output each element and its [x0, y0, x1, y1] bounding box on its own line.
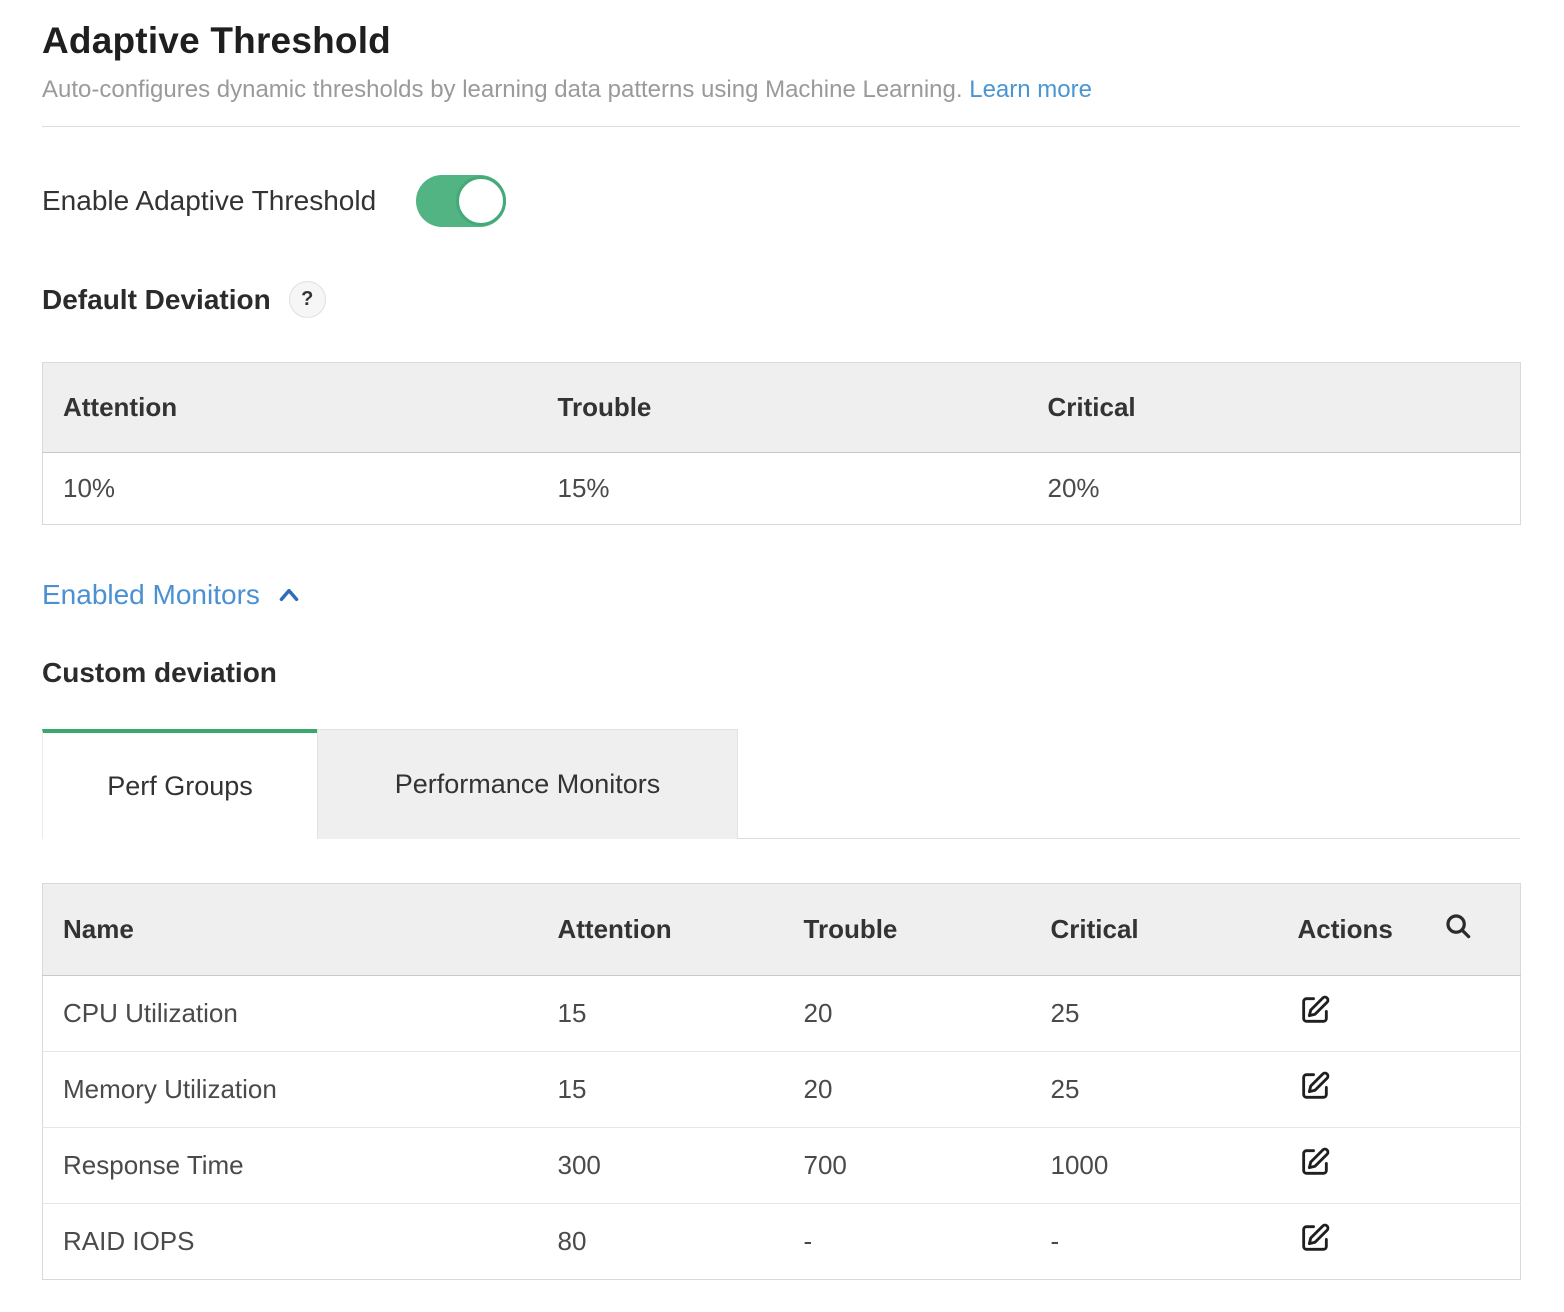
table-row-cpu-utilization: CPU Utilization 15 20 25 — [42, 975, 1521, 1052]
tab-bar: Perf Groups Performance Monitors — [42, 729, 1520, 839]
edit-button[interactable] — [1298, 1145, 1332, 1179]
column-header-attention: Attention — [42, 362, 538, 453]
enabled-monitors-label: Enabled Monitors — [42, 579, 260, 610]
column-header-name: Name — [42, 883, 538, 976]
column-header-attention: Attention — [537, 883, 784, 976]
table-row-response-time: Response Time 300 700 1000 — [42, 1127, 1521, 1204]
default-deviation-header-row: Attention Trouble Critical — [42, 362, 1521, 453]
edit-button[interactable] — [1298, 1221, 1332, 1255]
column-header-critical: Critical — [1030, 883, 1278, 976]
default-deviation-label: Default Deviation — [42, 283, 271, 315]
actions-header-label: Actions — [1297, 914, 1393, 944]
custom-deviation-header-row: Name Attention Trouble Critical Actions — [42, 883, 1521, 976]
critical-value: 1000 — [1030, 1127, 1278, 1204]
subtitle-text: Auto-configures dynamic thresholds by le… — [42, 76, 963, 103]
column-header-actions: Actions — [1277, 883, 1521, 976]
edit-button[interactable] — [1298, 993, 1332, 1027]
tab-perf-groups[interactable]: Perf Groups — [42, 729, 317, 839]
monitor-name: Response Time — [42, 1127, 538, 1204]
edit-icon — [1298, 993, 1332, 1027]
enable-adaptive-threshold-label: Enable Adaptive Threshold — [42, 185, 377, 216]
critical-value: 25 — [1030, 1051, 1278, 1128]
edit-icon — [1298, 1069, 1332, 1103]
trouble-value: 15% — [557, 473, 610, 503]
critical-value: 20% — [1047, 473, 1100, 503]
page-subtitle: Auto-configures dynamic thresholds by le… — [42, 76, 1520, 104]
monitor-name: RAID IOPS — [63, 1226, 195, 1256]
monitor-name: CPU Utilization — [42, 975, 538, 1052]
attention-value: 80 — [557, 1226, 587, 1256]
enable-adaptive-threshold-toggle[interactable] — [416, 175, 507, 227]
monitor-name: Memory Utilization — [42, 1051, 538, 1128]
attention-value: 15 — [537, 1051, 784, 1128]
help-icon[interactable]: ? — [288, 281, 326, 318]
default-deviation-table: Attention Trouble Critical 10% 15% 20% — [42, 362, 1521, 525]
custom-deviation-table: Name Attention Trouble Critical Actions — [42, 883, 1521, 1280]
critical-value: 25 — [1030, 975, 1278, 1052]
edit-button[interactable] — [1298, 1069, 1332, 1103]
chevron-up-icon — [274, 582, 304, 608]
default-deviation-row: Default Deviation ? — [42, 281, 1520, 318]
toggle-knob — [456, 176, 507, 226]
trouble-value: - — [803, 1226, 813, 1256]
attention-value: 15 — [537, 975, 784, 1052]
trouble-value: 20 — [783, 1051, 1031, 1128]
trouble-value: 20 — [783, 975, 1031, 1052]
search-icon[interactable] — [1443, 911, 1473, 948]
enabled-monitors-toggle[interactable]: Enabled Monitors — [42, 579, 304, 611]
page-title: Adaptive Threshold — [42, 20, 391, 61]
attention-value: 10% — [63, 473, 116, 503]
tab-performance-monitors[interactable]: Performance Monitors — [317, 729, 738, 839]
table-row-raid-iops: RAID IOPS 80 - - — [43, 1204, 1521, 1280]
column-header-critical: Critical — [1027, 362, 1521, 453]
custom-deviation-label: Custom deviation — [42, 657, 277, 688]
critical-value: - — [1050, 1226, 1060, 1256]
edit-icon — [1298, 1221, 1332, 1255]
header-divider — [42, 126, 1520, 127]
column-header-trouble: Trouble — [783, 883, 1031, 976]
trouble-value: 700 — [783, 1127, 1031, 1204]
learn-more-link[interactable]: Learn more — [969, 76, 1092, 103]
table-row-memory-utilization: Memory Utilization 15 20 25 — [42, 1051, 1521, 1128]
edit-icon — [1298, 1145, 1332, 1179]
column-header-trouble: Trouble — [537, 362, 1028, 453]
enable-adaptive-threshold-row: Enable Adaptive Threshold — [42, 175, 1520, 227]
default-deviation-value-row: 10% 15% 20% — [43, 453, 1521, 525]
attention-value: 300 — [537, 1127, 784, 1204]
